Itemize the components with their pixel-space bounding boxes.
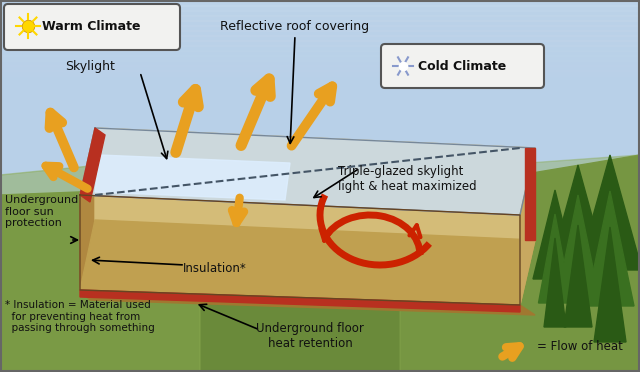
Bar [0,60,640,66]
Bar [0,90,640,96]
Polygon shape [564,225,592,327]
Bar [0,75,640,81]
Polygon shape [400,155,640,372]
Bar [551,273,559,288]
Bar [0,45,640,51]
Bar [0,20,640,26]
Polygon shape [95,128,535,240]
Polygon shape [95,155,290,200]
Text: Warm Climate: Warm Climate [42,19,141,32]
Bar [574,268,582,283]
Polygon shape [80,195,520,305]
Bar [0,0,640,6]
Bar [0,50,640,56]
Bar [0,5,640,11]
Text: Underground floor
heat retention: Underground floor heat retention [256,322,364,350]
Text: Insulation*: Insulation* [183,262,247,275]
Bar [0,55,640,61]
FancyBboxPatch shape [381,44,544,88]
Polygon shape [80,128,535,215]
Polygon shape [550,165,606,267]
Text: * Insulation = Material used
  for preventing heat from
  passing through someth: * Insulation = Material used for prevent… [5,300,155,333]
Polygon shape [0,165,200,372]
Polygon shape [544,238,566,327]
Bar [0,40,640,46]
FancyBboxPatch shape [4,4,180,50]
Polygon shape [557,195,599,297]
Bar [0,35,640,41]
Bar [0,95,640,101]
Bar [0,70,640,76]
Bar [0,65,640,71]
Bar [0,15,640,21]
Polygon shape [533,190,577,279]
Text: Triple-glazed skylight
light & heat maximized: Triple-glazed skylight light & heat maxi… [338,165,477,193]
Polygon shape [586,191,634,306]
Polygon shape [538,214,572,303]
Polygon shape [80,290,535,315]
Polygon shape [0,155,640,372]
Text: Cold Climate: Cold Climate [418,60,506,73]
Bar [0,80,640,86]
Text: Skylight: Skylight [65,60,115,73]
Text: Reflective roof covering: Reflective roof covering [220,20,369,33]
Polygon shape [594,227,626,342]
Bar [0,10,640,16]
Bar [606,278,614,293]
Polygon shape [80,128,95,290]
Polygon shape [80,290,520,312]
Bar [0,30,640,36]
Bar [0,25,640,31]
Polygon shape [520,148,535,305]
Bar [0,85,640,91]
Polygon shape [525,148,535,240]
Polygon shape [80,220,535,305]
Text: Underground
floor sun
protection: Underground floor sun protection [5,195,78,228]
Polygon shape [80,128,105,202]
Text: = Flow of heat: = Flow of heat [537,340,623,353]
Polygon shape [578,155,640,270]
